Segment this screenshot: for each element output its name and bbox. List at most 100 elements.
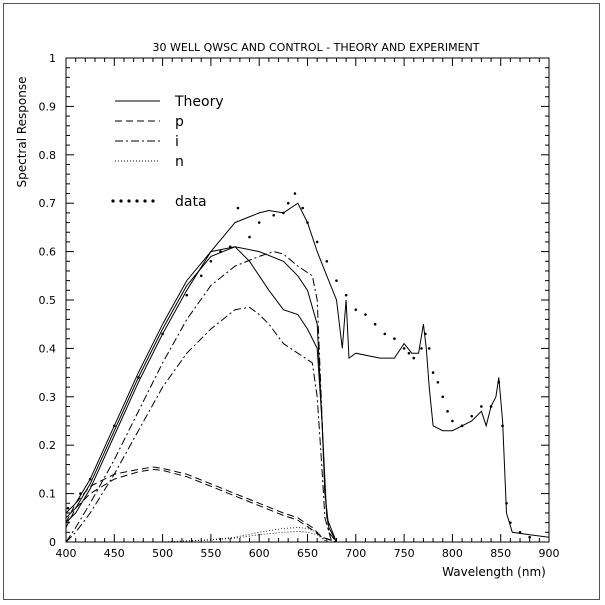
data-point bbox=[446, 410, 449, 413]
data-point bbox=[66, 506, 70, 510]
y-tick-label: 0.3 bbox=[39, 391, 57, 404]
x-tick-label: 850 bbox=[490, 547, 511, 560]
y-tick-label: 0.4 bbox=[39, 342, 57, 355]
data-point bbox=[306, 221, 309, 224]
data-point bbox=[199, 274, 203, 278]
series-line-i bbox=[66, 306, 549, 542]
data-point bbox=[470, 414, 474, 418]
x-tick-label: 750 bbox=[394, 547, 415, 560]
data-point bbox=[489, 405, 493, 408]
data-point bbox=[161, 332, 164, 336]
y-tick-label: 0 bbox=[49, 536, 56, 549]
data-point bbox=[286, 201, 290, 205]
series-line-theory bbox=[66, 246, 549, 542]
plot-border bbox=[65, 57, 550, 543]
y-tick-label: 0.5 bbox=[39, 294, 57, 307]
x-tick-label: 800 bbox=[442, 547, 463, 560]
y-tick-label: 0.8 bbox=[39, 149, 57, 162]
data-point bbox=[402, 347, 406, 350]
legend-swatch-dot bbox=[111, 199, 115, 203]
legend-label-theory: Theory bbox=[174, 94, 224, 110]
data-point bbox=[427, 347, 431, 350]
y-tick-label: 0.2 bbox=[39, 439, 57, 452]
data-point bbox=[393, 337, 396, 341]
legend: Theory pin data bbox=[111, 94, 224, 210]
legend-swatch-dot bbox=[119, 199, 123, 203]
data-point bbox=[335, 279, 338, 282]
series-layer bbox=[66, 192, 549, 542]
data-point bbox=[301, 206, 304, 210]
x-tick-label: 450 bbox=[104, 547, 125, 560]
data-point bbox=[209, 259, 213, 263]
x-tick-label: 500 bbox=[152, 547, 173, 560]
legend-swatch-dot bbox=[127, 199, 131, 203]
y-axis-label: Spectral Response bbox=[15, 77, 29, 188]
data-point bbox=[354, 308, 358, 311]
x-tick-label: 400 bbox=[56, 547, 77, 560]
x-tick-label: 700 bbox=[345, 547, 366, 560]
legend-swatch-dot bbox=[143, 199, 147, 203]
data-point bbox=[373, 322, 377, 326]
data-point bbox=[257, 221, 261, 224]
legend-label-p: p bbox=[175, 114, 184, 130]
data-point bbox=[248, 235, 251, 239]
series-line-p bbox=[66, 468, 549, 542]
series-data-points bbox=[66, 192, 531, 539]
x-tick-label: 900 bbox=[539, 547, 560, 560]
y-tick-label: 0.9 bbox=[39, 100, 57, 113]
data-point bbox=[412, 356, 416, 360]
data-point bbox=[88, 477, 92, 481]
data-point bbox=[315, 240, 319, 244]
series-line-theory bbox=[66, 246, 549, 542]
data-point bbox=[518, 531, 522, 534]
data-point bbox=[344, 293, 348, 297]
data-point bbox=[528, 535, 531, 539]
data-point bbox=[282, 211, 285, 215]
data-point bbox=[293, 192, 297, 195]
plot-area: 400 450 500 550 600 650 700 750 800 850 900 0 0.1 0.2… bbox=[39, 52, 560, 560]
x-tick-label: 550 bbox=[200, 547, 221, 560]
series-line-i bbox=[66, 251, 549, 542]
data-point bbox=[497, 380, 501, 384]
data-point bbox=[272, 214, 275, 217]
legend-label-i: i bbox=[175, 134, 179, 150]
y-tick-label: 1 bbox=[49, 52, 56, 65]
legend-label-n: n bbox=[175, 154, 184, 170]
data-point bbox=[325, 259, 329, 263]
x-tick-label: 600 bbox=[249, 547, 270, 560]
data-point bbox=[407, 351, 411, 355]
data-point bbox=[185, 293, 189, 297]
series-line-n bbox=[66, 527, 549, 542]
data-point bbox=[505, 501, 508, 505]
legend-swatch-dot bbox=[151, 199, 155, 203]
legend-swatch-dot bbox=[135, 199, 139, 203]
data-point bbox=[228, 245, 232, 249]
data-point bbox=[219, 250, 222, 253]
data-point bbox=[441, 395, 445, 399]
data-point bbox=[113, 424, 116, 428]
data-point bbox=[509, 521, 512, 524]
data-point bbox=[436, 380, 440, 384]
data-point bbox=[451, 419, 454, 423]
x-axis-label: Wavelength (nm) bbox=[442, 565, 546, 579]
data-point bbox=[236, 206, 240, 210]
series-line-theory bbox=[66, 202, 549, 538]
series-line-p bbox=[66, 466, 549, 542]
data-point bbox=[431, 371, 435, 374]
data-point bbox=[383, 332, 387, 336]
x-tick-label: 650 bbox=[297, 547, 318, 560]
y-tick-label: 0.7 bbox=[39, 197, 57, 210]
data-point bbox=[460, 424, 464, 428]
chart-frame bbox=[3, 3, 600, 600]
series-line-n bbox=[66, 530, 549, 542]
data-point bbox=[501, 424, 504, 428]
data-point bbox=[420, 347, 423, 350]
data-point bbox=[364, 313, 367, 316]
y-tick-label: 0.1 bbox=[39, 488, 57, 501]
legend-label-data: data bbox=[175, 194, 207, 210]
data-point bbox=[137, 376, 140, 379]
y-tick-label: 0.6 bbox=[39, 246, 57, 259]
data-point bbox=[424, 332, 427, 336]
data-point bbox=[480, 405, 483, 408]
